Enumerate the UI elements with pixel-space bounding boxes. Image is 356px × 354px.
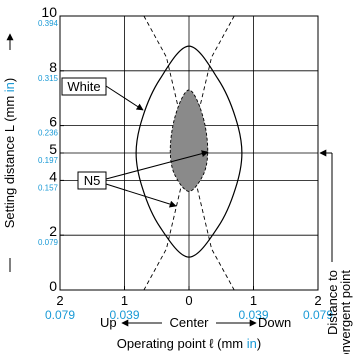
dir-up-label: Up (100, 315, 117, 330)
y-tick-label-1: 2 (49, 223, 57, 239)
y-tick-inch-3: 0.197 (38, 156, 59, 165)
x-tick-inch-0: 0.079 (45, 308, 75, 322)
x-tick-label-4: 2 (314, 293, 321, 308)
legend-label-white: White (67, 79, 100, 94)
y-tick-label-5: 8 (49, 59, 57, 75)
series-white-curve (135, 45, 243, 258)
beam-line-0 (143, 15, 235, 291)
x-tick-label-1: 1 (121, 293, 128, 308)
x-axis-label-close: ) (257, 336, 261, 351)
dir-down-label: Down (258, 315, 291, 330)
legend-leader-0-0 (105, 85, 144, 111)
beam-lines (143, 15, 235, 291)
y-axis-label-text: Setting distance L (mm (2, 92, 17, 228)
y-tick-inch-1: 0.079 (38, 238, 59, 247)
series-n5-curve (169, 89, 209, 192)
convergent-label-line-0: Distance to (325, 270, 340, 335)
beam-line-1 (143, 15, 235, 291)
x-tick-inch-4: 0.079 (303, 308, 333, 322)
x-axis-label: Operating point ℓ (mm in) (117, 336, 261, 351)
x-tick-label-2: 0 (185, 293, 192, 308)
legend-box-0 (61, 77, 107, 96)
convergent-label-line-1: convergent point (338, 270, 353, 354)
y-tick-inch-4: 0.236 (38, 129, 59, 138)
y-axis-label-close: ) (2, 78, 17, 82)
y-axis-label: Setting distance L (mm in) (2, 78, 17, 229)
y-tick-label-3: 5 (49, 141, 57, 157)
y-tick-label-6: 10 (41, 4, 57, 20)
x-tick-inch-3: 0.039 (238, 308, 268, 322)
y-tick-label-0: 0 (49, 278, 57, 294)
legend-leader-1-0 (105, 150, 209, 180)
y-tick-inch-5: 0.315 (38, 74, 59, 83)
x-axis-label-text: Operating point ℓ (mm (117, 336, 247, 351)
y-tick-label-4: 6 (49, 114, 57, 130)
dir-center-label: Center (169, 315, 209, 330)
x-tick-inch-1: 0.039 (109, 308, 139, 322)
y-tick-inch-6: 0.394 (38, 19, 59, 28)
x-tick-label-3: 1 (250, 293, 257, 308)
y-axis-label-unit: in (2, 82, 17, 92)
legend-label-n5: N5 (84, 173, 101, 188)
x-tick-label-0: 2 (56, 293, 63, 308)
legend-box-1 (77, 171, 107, 190)
y-tick-inch-2: 0.157 (38, 183, 59, 192)
y-tick-label-2: 4 (49, 168, 57, 184)
legend-leader-1-1 (105, 183, 177, 208)
series-layer (135, 45, 243, 258)
x-axis-label-unit: in (247, 336, 257, 351)
annotations: Setting distance L (mm in) Up Center Down Op… (2, 33, 353, 354)
